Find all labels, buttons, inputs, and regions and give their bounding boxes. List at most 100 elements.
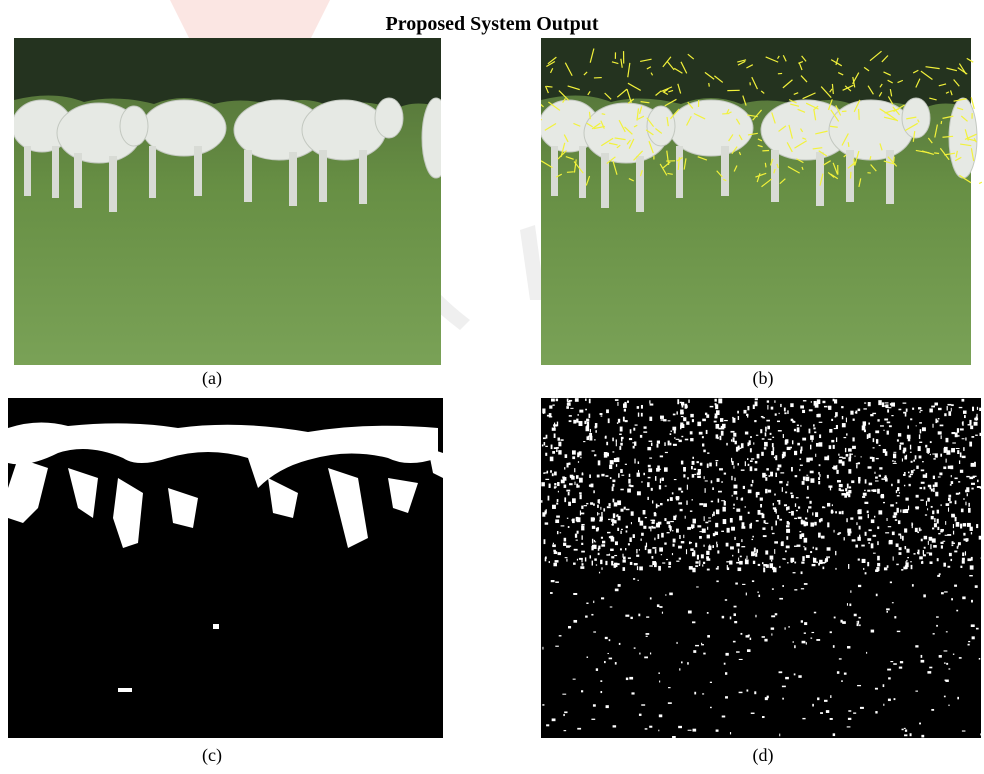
noise-pixel (612, 451, 614, 452)
noise-pixel (736, 508, 740, 511)
noise-pixel (921, 482, 925, 484)
noise-pixel (962, 399, 965, 402)
noise-pixel (948, 507, 949, 511)
noise-pixel (782, 454, 784, 458)
noise-pixel (850, 517, 853, 519)
noise-pixel (850, 590, 851, 592)
noise-pixel (751, 553, 755, 555)
noise-pixel (962, 456, 966, 458)
noise-pixel (590, 555, 591, 558)
noise-pixel (947, 566, 950, 568)
noise-pixel (686, 421, 689, 424)
noise-pixel (573, 563, 576, 565)
noise-pixel (905, 546, 907, 549)
noise-pixel (638, 580, 639, 581)
noise-pixel (703, 503, 707, 507)
noise-pixel (597, 505, 599, 508)
noise-pixel (899, 445, 901, 450)
noise-pixel (598, 546, 600, 550)
noise-pixel (767, 696, 769, 699)
noise-pixel (692, 419, 694, 422)
noise-pixel (658, 522, 662, 525)
noise-pixel (842, 416, 843, 419)
noise-pixel (831, 511, 834, 513)
noise-pixel (650, 653, 651, 655)
noise-pixel (696, 461, 698, 463)
noise-pixel (807, 486, 809, 490)
noise-pixel (794, 518, 797, 519)
noise-pixel (952, 442, 956, 443)
noise-pixel (609, 465, 612, 469)
noise-pixel (734, 478, 735, 481)
noise-pixel (933, 458, 935, 459)
noise-pixel (865, 532, 867, 536)
page: Proposed System Output (a) (b) (c) (d) (… (0, 0, 984, 769)
noise-pixel (622, 554, 623, 558)
noise-pixel (918, 446, 921, 451)
noise-pixel (569, 420, 572, 422)
noise-pixel (885, 478, 888, 481)
noise-pixel (620, 489, 623, 491)
noise-pixel (841, 493, 845, 495)
noise-pixel (722, 507, 725, 512)
noise-pixel (865, 572, 867, 574)
noise-pixel (804, 538, 808, 543)
noise-pixel (659, 547, 663, 551)
noise-pixel (837, 671, 839, 674)
noise-pixel (915, 455, 917, 459)
noise-pixel (902, 458, 903, 461)
noise-pixel (710, 406, 714, 407)
noise-pixel (796, 510, 798, 511)
noise-pixel (846, 433, 847, 435)
noise-pixel (704, 516, 705, 521)
noise-pixel (639, 653, 640, 655)
noise-pixel (969, 420, 971, 424)
noise-pixel (926, 448, 929, 453)
noise-pixel (647, 447, 651, 450)
noise-pixel (768, 475, 769, 477)
noise-pixel (676, 411, 677, 414)
flow-vector (859, 109, 860, 120)
noise-pixel (937, 575, 940, 577)
noise-pixel (946, 459, 947, 463)
noise-pixel (618, 419, 620, 423)
noise-pixel (611, 519, 614, 522)
noise-pixel (612, 522, 613, 526)
noise-pixel (794, 451, 797, 455)
noise-pixel (745, 461, 746, 466)
noise-pixel (631, 522, 632, 524)
noise-pixel (573, 420, 576, 424)
noise-pixel (739, 561, 742, 565)
noise-pixel (664, 518, 666, 521)
noise-pixel (965, 551, 966, 555)
noise-pixel (667, 532, 670, 533)
noise-pixel (658, 730, 659, 732)
noise-pixel (793, 558, 794, 562)
noise-pixel (971, 600, 973, 603)
noise-pixel (746, 556, 747, 559)
noise-pixel (875, 711, 877, 713)
noise-pixel (909, 475, 912, 477)
noise-pixel (774, 457, 775, 459)
noise-pixel (971, 557, 973, 561)
noise-pixel (824, 457, 827, 461)
noise-pixel (649, 400, 650, 403)
noise-pixel (763, 567, 765, 572)
noise-pixel (834, 530, 835, 533)
noise-pixel (725, 696, 728, 698)
noise-pixel (798, 675, 801, 678)
noise-pixel (586, 603, 588, 604)
noise-pixel (746, 414, 748, 416)
flow-vector (709, 83, 710, 87)
noise-pixel (615, 399, 619, 401)
noise-pixel (771, 451, 774, 455)
noise-pixel (866, 652, 867, 654)
noise-pixel (801, 620, 803, 622)
flow-vector (602, 114, 605, 115)
noise-pixel (556, 515, 560, 517)
noise-pixel (785, 491, 787, 493)
noise-pixel (951, 475, 952, 477)
noise-pixel (962, 596, 965, 599)
noise-pixel (842, 511, 844, 514)
noise-pixel (790, 493, 792, 495)
